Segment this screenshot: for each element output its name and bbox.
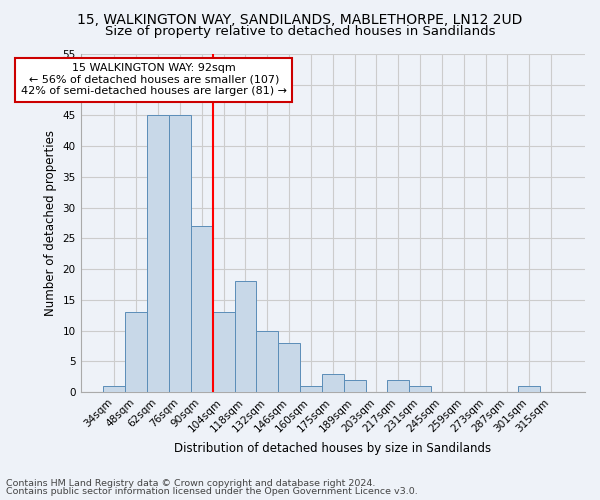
Bar (256, 330, 278, 392)
Text: 15 WALKINGTON WAY: 92sqm
← 56% of detached houses are smaller (107)
42% of semi-: 15 WALKINGTON WAY: 92sqm ← 56% of detach… (21, 63, 287, 96)
Bar (125, 312, 147, 392)
Bar (212, 312, 235, 392)
Bar (169, 116, 191, 392)
Text: Contains HM Land Registry data © Crown copyright and database right 2024.: Contains HM Land Registry data © Crown c… (6, 478, 376, 488)
Bar (300, 386, 322, 392)
Bar (322, 374, 344, 392)
X-axis label: Distribution of detached houses by size in Sandilands: Distribution of detached houses by size … (174, 442, 491, 455)
Text: Size of property relative to detached houses in Sandilands: Size of property relative to detached ho… (105, 25, 495, 38)
Bar (388, 380, 409, 392)
Bar (278, 343, 300, 392)
Y-axis label: Number of detached properties: Number of detached properties (44, 130, 57, 316)
Bar (344, 380, 365, 392)
Bar (409, 386, 431, 392)
Bar (518, 386, 540, 392)
Bar (103, 386, 125, 392)
Text: 15, WALKINGTON WAY, SANDILANDS, MABLETHORPE, LN12 2UD: 15, WALKINGTON WAY, SANDILANDS, MABLETHO… (77, 12, 523, 26)
Bar (191, 226, 212, 392)
Bar (147, 116, 169, 392)
Bar (235, 282, 256, 392)
Text: Contains public sector information licensed under the Open Government Licence v3: Contains public sector information licen… (6, 487, 418, 496)
